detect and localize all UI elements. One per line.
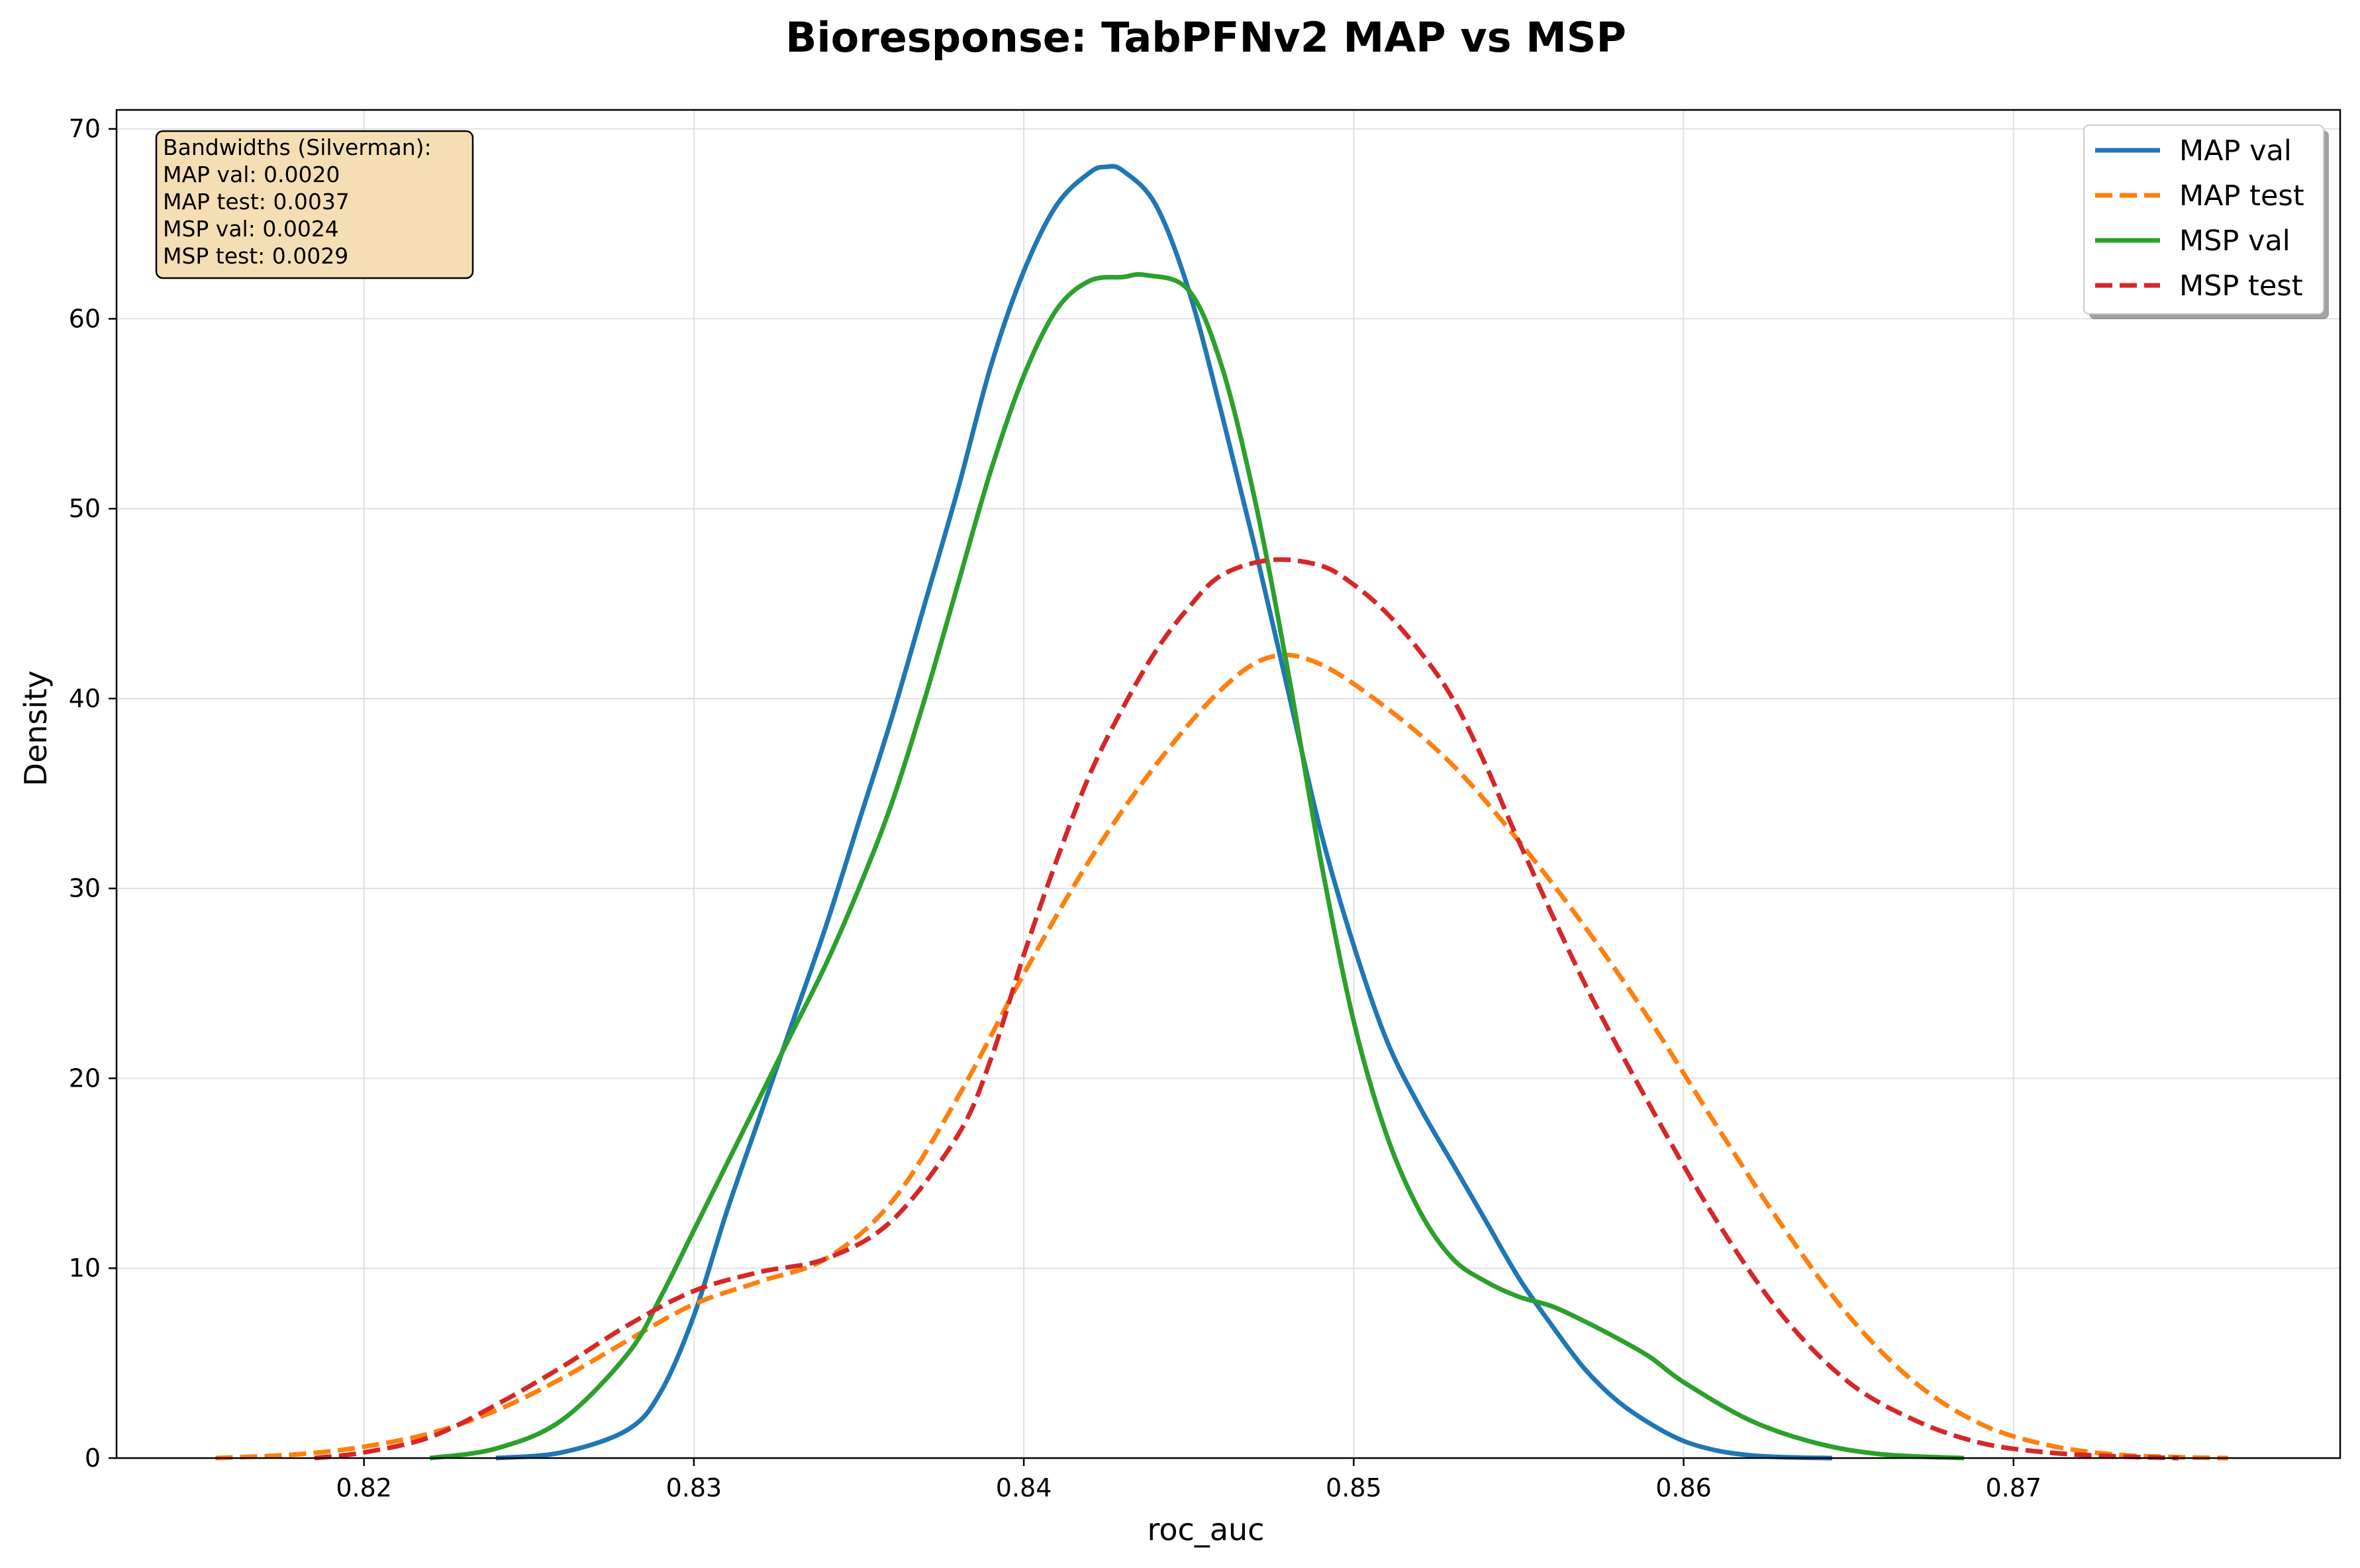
y-tick-label: 20 xyxy=(69,1063,101,1093)
y-tick-label: 40 xyxy=(69,684,101,713)
bandwidth-annotation-box: Bandwidths (Silverman): MAP val: 0.0020 … xyxy=(155,130,474,279)
bandwidth-msp-test: MSP test: 0.0029 xyxy=(163,243,348,269)
y-tick-label: 50 xyxy=(69,494,101,523)
x-tick-label: 0.86 xyxy=(1655,1473,1712,1502)
bandwidth-map-test: MAP test: 0.0037 xyxy=(163,189,350,215)
bandwidth-box-frame xyxy=(155,130,474,279)
bandwidth-msp-val: MSP val: 0.0024 xyxy=(163,216,339,242)
x-tick-label: 0.87 xyxy=(1985,1473,2041,1502)
axis-ticks: 0.82 0.83 0.84 0.85 0.86 0.87 0 10 20 30 40 50 60 70 xyxy=(69,115,2041,1502)
bandwidth-map-val: MAP val: 0.0020 xyxy=(163,162,340,187)
legend-frame xyxy=(2083,124,2324,315)
x-tick-label: 0.82 xyxy=(336,1473,392,1502)
legend-label: MSP test xyxy=(2179,270,2303,303)
series-line-msp-val xyxy=(429,271,1965,1461)
legend-label: MSP val xyxy=(2179,224,2290,258)
legend-entries: MAP val MAP test MSP val MSP test xyxy=(2095,134,2304,303)
series-layer xyxy=(215,164,2228,1461)
legend-item-map-val: MAP val xyxy=(2095,134,2292,168)
chart-title: Bioresponse: TabPFNv2 MAP vs MSP xyxy=(785,13,1626,62)
legend-label: MAP test xyxy=(2179,179,2304,213)
y-tick-label: 60 xyxy=(69,304,101,333)
x-axis-label: roc_auc xyxy=(1148,1512,1265,1547)
y-axis-label: Density xyxy=(18,671,54,787)
y-tick-label: 0 xyxy=(85,1444,101,1473)
bandwidth-title: Bandwidths (Silverman): xyxy=(163,134,432,160)
series-line-map-test xyxy=(215,652,2228,1461)
legend-item-map-test: MAP test xyxy=(2095,179,2304,213)
x-tick-label: 0.83 xyxy=(666,1473,722,1502)
y-tick-label: 70 xyxy=(69,115,101,144)
y-tick-label: 10 xyxy=(69,1253,101,1283)
x-tick-label: 0.85 xyxy=(1326,1473,1382,1502)
y-tick-label: 30 xyxy=(69,874,101,903)
plot-area-frame xyxy=(115,109,2341,1459)
legend-label: MAP val xyxy=(2179,134,2292,168)
x-tick-label: 0.84 xyxy=(996,1473,1052,1502)
legend-item-msp-val: MSP val xyxy=(2095,224,2290,258)
series-line-map-val xyxy=(495,164,1832,1461)
series-line-msp-test xyxy=(314,557,2179,1461)
grid-lines xyxy=(117,110,2340,1459)
legend: MAP val MAP test MSP val MSP test xyxy=(2083,124,2329,319)
legend-item-msp-test: MSP test xyxy=(2095,270,2303,303)
